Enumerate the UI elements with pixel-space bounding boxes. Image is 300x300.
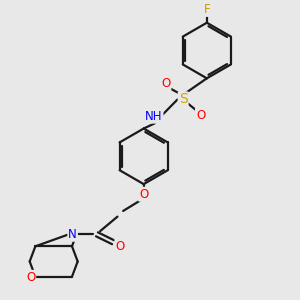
Text: O: O — [116, 239, 124, 253]
Text: N: N — [68, 228, 77, 241]
Text: O: O — [161, 77, 170, 90]
Text: O: O — [26, 271, 35, 284]
Text: O: O — [139, 188, 148, 201]
Text: F: F — [203, 3, 210, 16]
Text: S: S — [179, 92, 188, 106]
Text: NH: NH — [145, 110, 163, 123]
Text: O: O — [196, 109, 205, 122]
